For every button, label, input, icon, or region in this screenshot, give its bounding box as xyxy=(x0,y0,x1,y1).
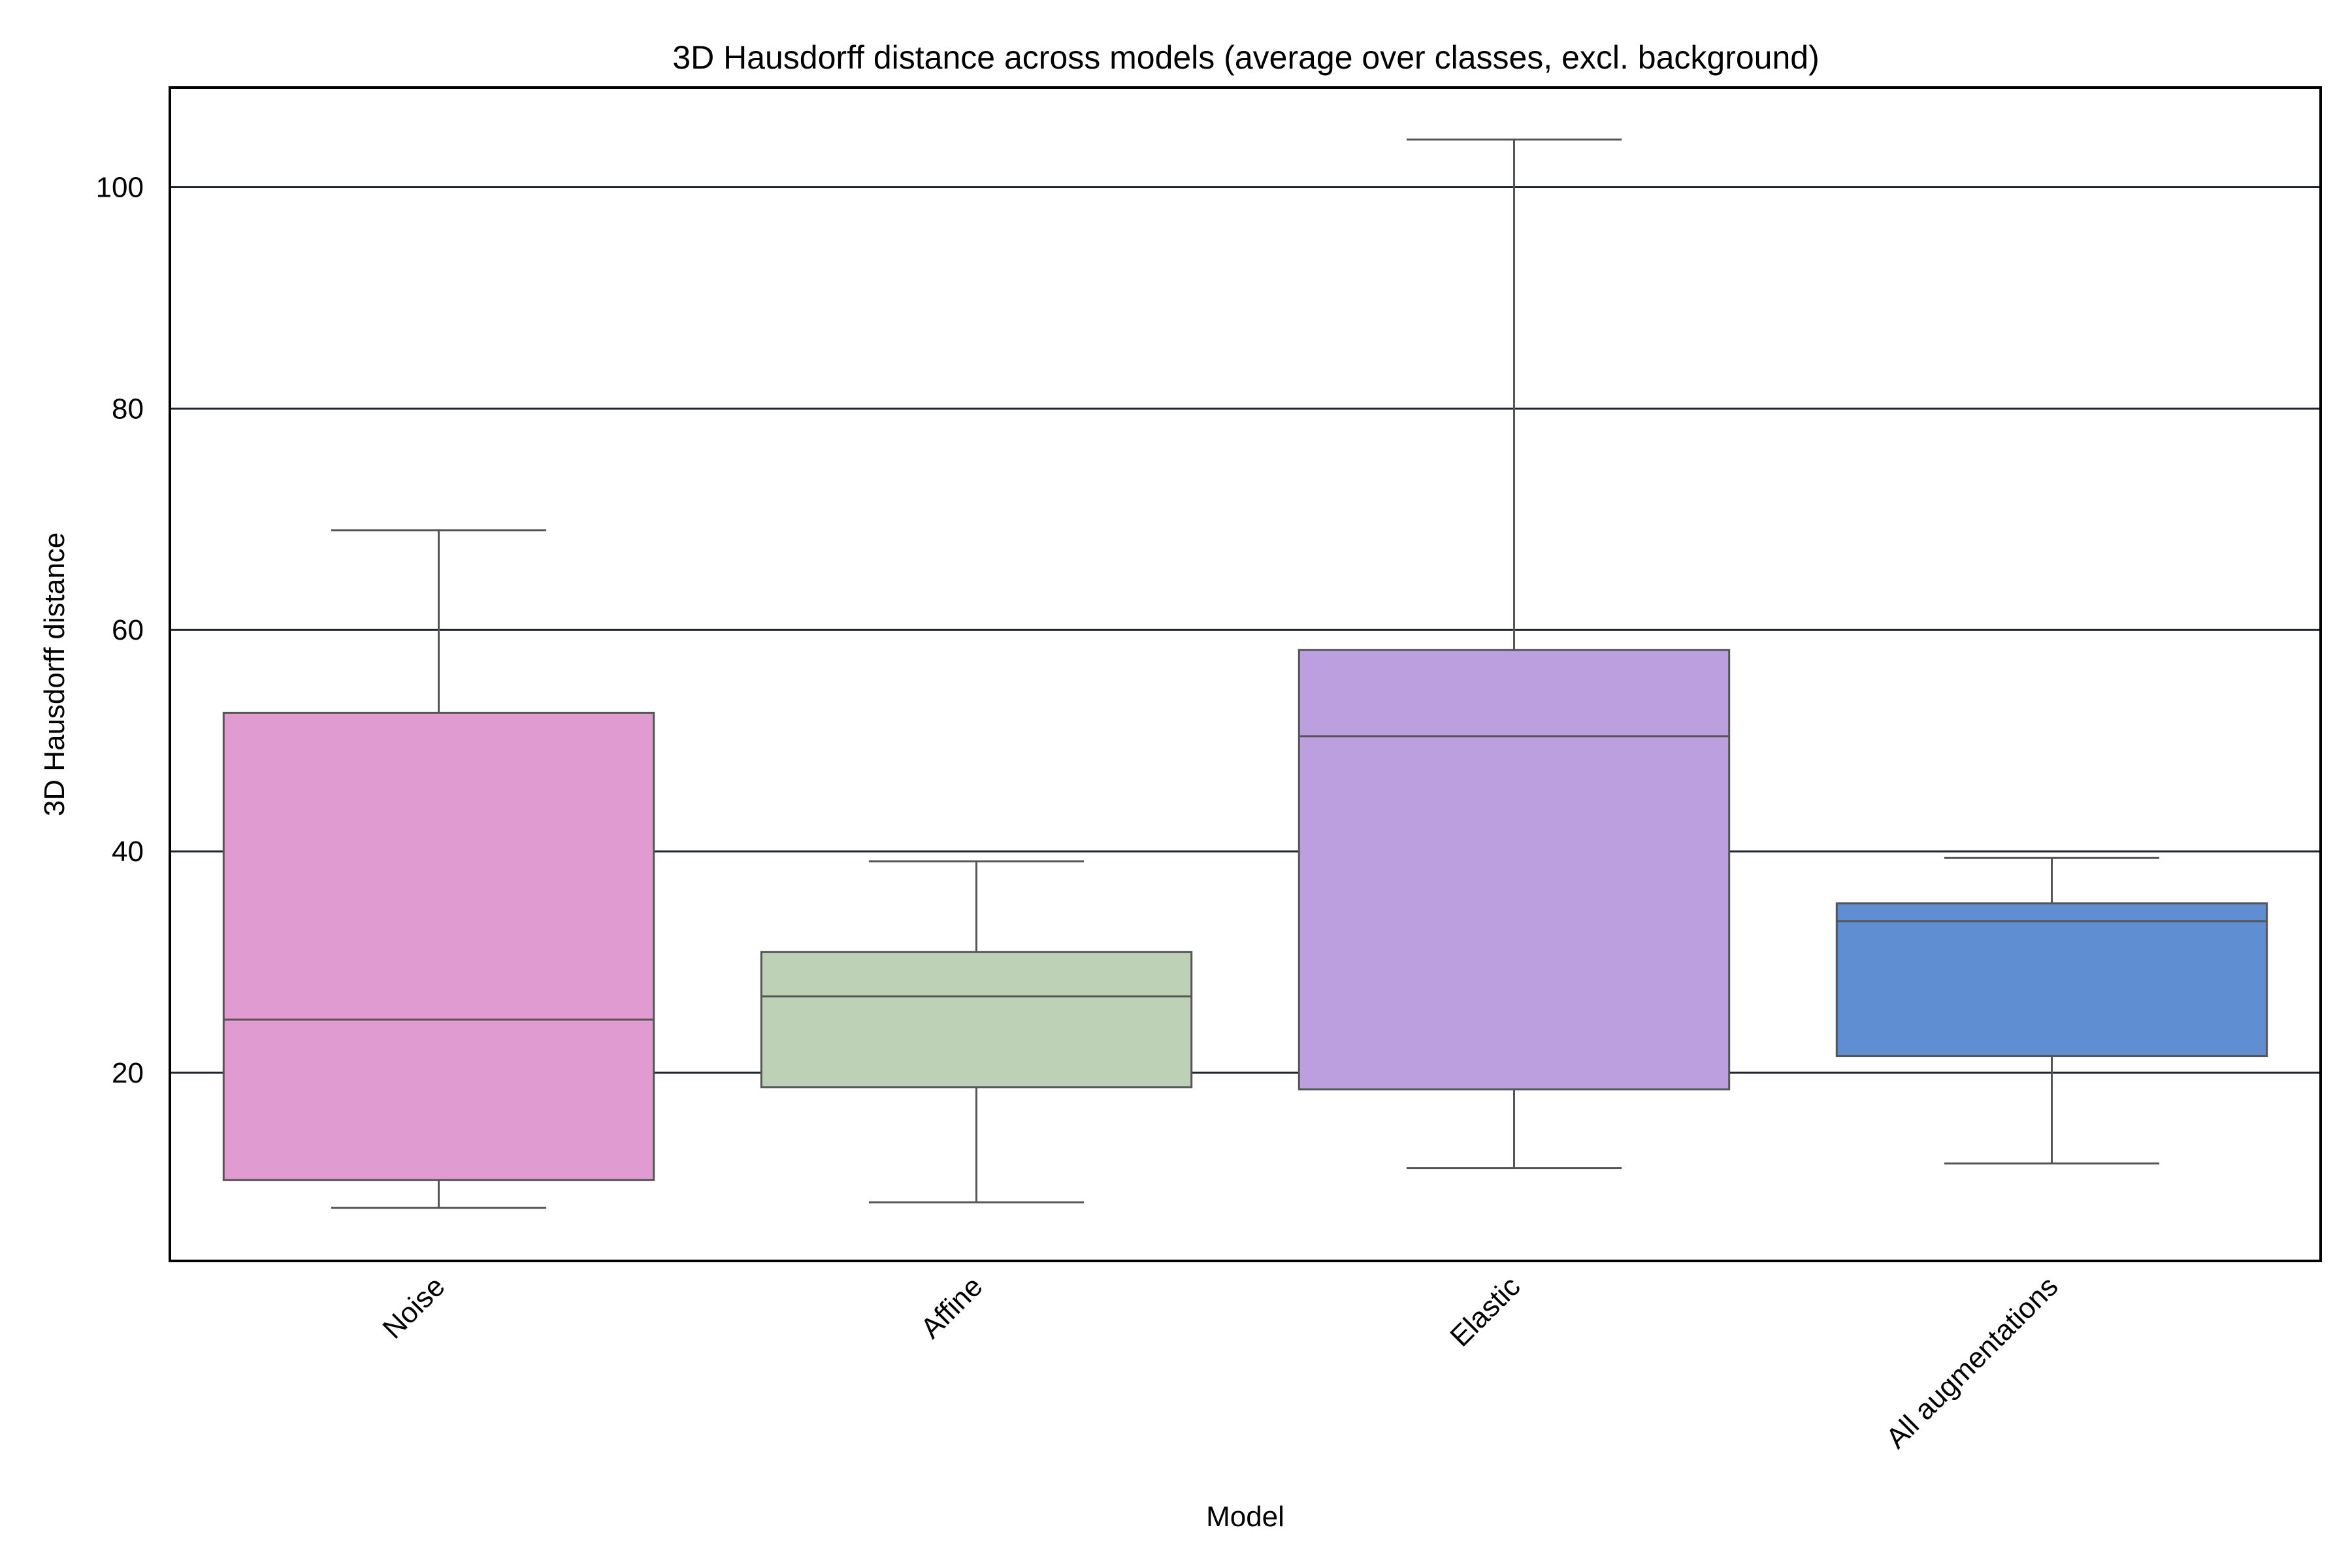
box-layer xyxy=(222,139,2268,1209)
box-noise xyxy=(222,529,655,1209)
box-all-augmentations xyxy=(1835,857,2268,1165)
iqr-box xyxy=(1298,649,1731,1090)
chart-title: 3D Hausdorff distance across models (ave… xyxy=(672,39,1819,76)
y-tick-label-20: 20 xyxy=(112,1057,144,1089)
y-tick-label-100: 100 xyxy=(96,171,144,203)
iqr-box xyxy=(1835,902,2268,1058)
iqr-box xyxy=(760,951,1193,1088)
x-axis-label: Model xyxy=(1206,1501,1284,1533)
y-tick-layer: 20 40 60 80 100 xyxy=(96,171,144,1088)
iqr-box xyxy=(222,711,655,1181)
box-affine xyxy=(760,860,1193,1203)
y-tick-label-40: 40 xyxy=(112,836,144,868)
y-tick-label-80: 80 xyxy=(112,393,144,425)
y-tick-label-60: 60 xyxy=(112,614,144,646)
box-elastic xyxy=(1298,139,1731,1169)
y-axis-label: 3D Hausdorff distance xyxy=(39,532,71,817)
plot-frame xyxy=(169,86,2322,1262)
